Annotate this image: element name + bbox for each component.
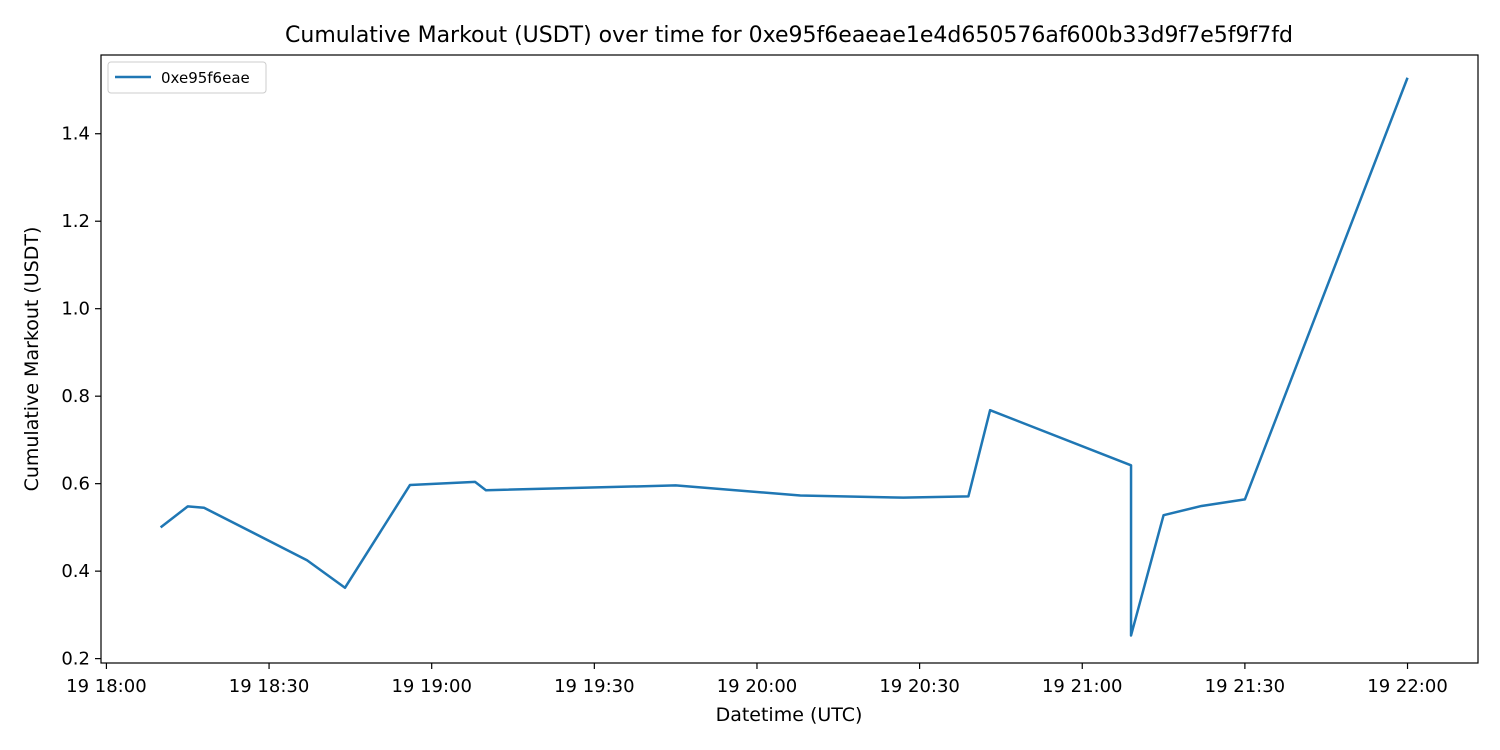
plot-area-frame (100, 54, 1479, 664)
x-tick-label: 19 22:00 (1367, 676, 1448, 697)
legend: 0xe95f6eae (107, 61, 267, 94)
y-tick-label: 1.2 (61, 211, 90, 232)
y-tick-label: 1.0 (61, 299, 90, 320)
series-line (159, 77, 1409, 637)
y-tick-label: 0.8 (61, 386, 90, 407)
chart-title: Cumulative Markout (USDT) over time for … (285, 23, 1293, 48)
y-tick-label: 1.4 (61, 124, 90, 145)
x-tick-label: 19 18:00 (66, 676, 147, 697)
legend-label: 0xe95f6eae (161, 69, 250, 87)
x-axis-label: Datetime (UTC) (716, 704, 863, 726)
y-axis: 0.2 0.4 0.6 0.8 1.0 1.2 1.4 (61, 124, 101, 670)
x-tick-label: 19 21:00 (1042, 676, 1123, 697)
x-axis: 19 18:00 19 18:30 19 19:00 19 19:30 19 20:00… (66, 663, 1448, 697)
x-tick-label: 19 18:30 (229, 676, 310, 697)
y-tick-label: 0.6 (61, 474, 90, 495)
y-axis-label: Cumulative Markout (USDT) (21, 227, 43, 492)
x-tick-label: 19 19:00 (391, 676, 472, 697)
y-tick-label: 0.4 (61, 561, 90, 582)
y-tick-label: 0.2 (61, 649, 90, 670)
x-tick-label: 19 19:30 (554, 676, 635, 697)
series-layer (159, 77, 1409, 637)
legend-box (107, 61, 267, 94)
x-tick-label: 19 20:00 (717, 676, 798, 697)
x-tick-label: 19 20:30 (879, 676, 960, 697)
x-tick-label: 19 21:30 (1205, 676, 1286, 697)
